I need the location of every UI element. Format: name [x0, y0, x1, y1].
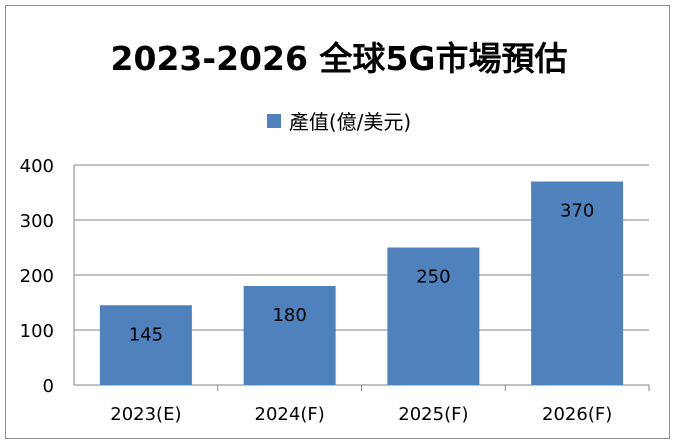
data-label: 145 [129, 324, 163, 345]
legend: 產值(億/美元) [0, 106, 678, 135]
chart-title: 2023-2026 全球5G市場預估 [110, 39, 568, 78]
x-tick-label: 2025(F) [398, 404, 468, 425]
bar [99, 305, 192, 385]
data-label: 370 [560, 201, 594, 222]
y-tick-label: 300 [20, 211, 54, 232]
legend-swatch [266, 114, 281, 128]
legend-label: 產值(億/美元) [288, 110, 412, 134]
bar [387, 247, 480, 385]
bar [243, 286, 336, 385]
y-tick-label: 100 [20, 321, 54, 342]
y-tick-label: 400 [20, 156, 54, 177]
x-tick-label: 2026(F) [542, 404, 612, 425]
data-label: 180 [272, 305, 306, 326]
chart-frame [5, 5, 670, 439]
y-tick-label: 200 [20, 266, 54, 287]
x-tick-label: 2023(E) [110, 404, 181, 425]
y-tick-label: 0 [43, 376, 54, 397]
bar [531, 181, 624, 385]
data-label: 250 [416, 267, 450, 288]
x-tick-label: 2024(F) [255, 404, 325, 425]
